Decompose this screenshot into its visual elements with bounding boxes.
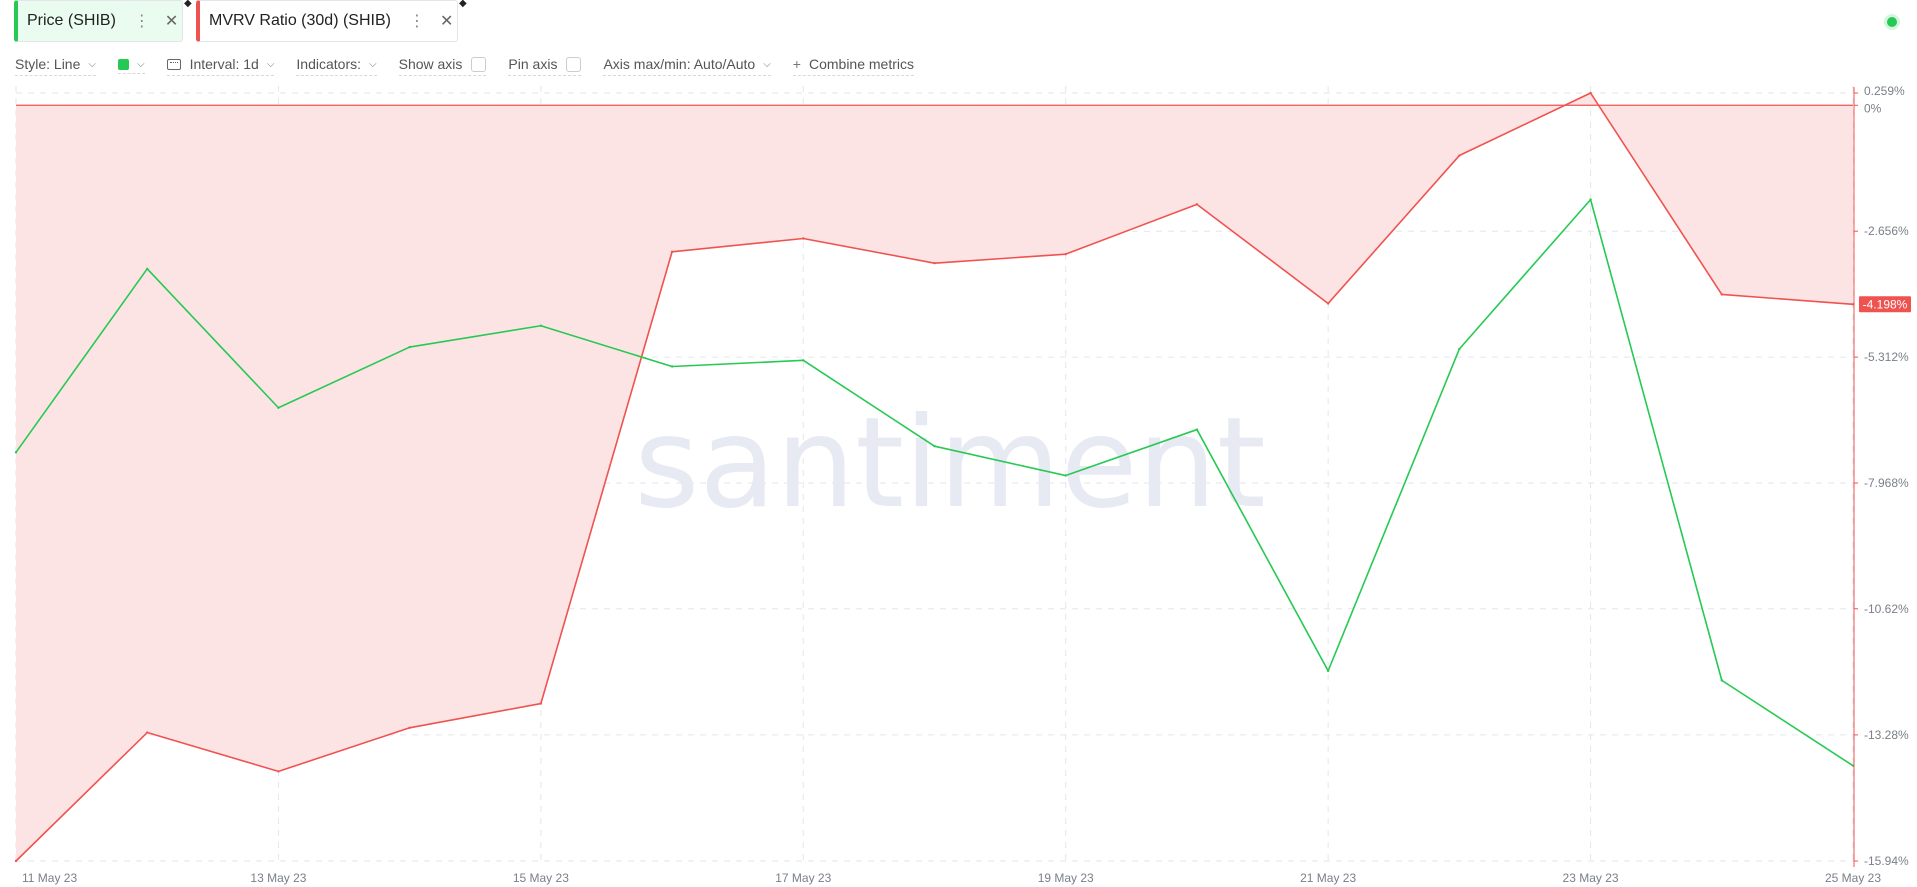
pin-axis-label: Pin axis bbox=[508, 56, 558, 72]
style-label: Style: Line bbox=[15, 56, 81, 72]
metric-tab-mvrv[interactable]: ◆ MVRV Ratio (30d) (SHIB) ⋮ ✕ bbox=[196, 0, 467, 42]
x-tick-label: 15 May 23 bbox=[513, 871, 569, 885]
data-point-1-2 bbox=[277, 406, 280, 409]
data-point-1-0 bbox=[14, 451, 18, 454]
data-point-1-4 bbox=[539, 324, 543, 327]
show-axis-checkbox[interactable] bbox=[471, 56, 487, 72]
data-point-1-7 bbox=[933, 444, 936, 448]
y-tick-label: -13.28% bbox=[1864, 728, 1909, 742]
data-point-0-13 bbox=[1720, 293, 1723, 296]
close-icon[interactable]: ✕ bbox=[439, 13, 454, 30]
drag-handle-icon[interactable]: ◆ bbox=[459, 0, 467, 9]
axis-minmax-dropdown[interactable]: Axis max/min: Auto/Auto ⌵ bbox=[603, 56, 771, 76]
data-point-1-12 bbox=[1589, 198, 1592, 201]
data-point-1-9 bbox=[1195, 428, 1199, 431]
chevron-down-icon: ⌵ bbox=[369, 58, 377, 70]
series-lines bbox=[14, 91, 1855, 863]
indicators-label: Indicators: bbox=[296, 56, 362, 72]
y-tick-label: -15.94% bbox=[1864, 854, 1909, 868]
metric-label: Price (SHIB) bbox=[27, 12, 116, 29]
x-tick-label: 17 May 23 bbox=[775, 871, 831, 885]
current-value-label: -4.198% bbox=[1863, 297, 1908, 311]
chevron-down-icon: ⌵ bbox=[136, 58, 145, 70]
data-point-0-11 bbox=[1458, 154, 1461, 157]
data-point-1-3 bbox=[408, 345, 411, 349]
style-dropdown[interactable]: Style: Line ⌵ bbox=[15, 56, 96, 76]
x-tick-label: 25 May 23 bbox=[1825, 871, 1881, 885]
data-point-0-1 bbox=[146, 731, 149, 734]
x-tick-label: 21 May 23 bbox=[1300, 871, 1356, 885]
combine-metrics-button[interactable]: + Combine metrics bbox=[792, 56, 914, 76]
mvrv-area-fill bbox=[16, 93, 1853, 861]
y-tick-label: 0.259% bbox=[1864, 86, 1905, 98]
pin-axis-toggle[interactable]: Pin axis bbox=[508, 56, 582, 76]
more-options-icon[interactable]: ⋮ bbox=[133, 13, 150, 30]
chevron-down-icon: ⌵ bbox=[88, 58, 96, 70]
data-point-1-6 bbox=[802, 359, 805, 362]
axis-minmax-label: Axis max/min: Auto/Auto bbox=[603, 56, 756, 72]
chart-toolbar: Style: Line ⌵ ⌵ Interval: 1d ⌵ Indicator… bbox=[15, 55, 936, 77]
y-tick-label: -7.968% bbox=[1864, 476, 1909, 490]
indicators-dropdown[interactable]: Indicators: ⌵ bbox=[296, 56, 377, 76]
close-icon[interactable]: ✕ bbox=[164, 13, 179, 30]
interval-label: Interval: 1d bbox=[189, 56, 259, 72]
data-point-1-1 bbox=[146, 267, 149, 271]
y-tick-label: -10.62% bbox=[1864, 602, 1909, 616]
combine-metrics-label: Combine metrics bbox=[808, 56, 914, 72]
more-options-icon[interactable]: ⋮ bbox=[408, 13, 425, 30]
show-axis-toggle[interactable]: Show axis bbox=[398, 56, 487, 76]
color-swatch-icon bbox=[117, 58, 129, 70]
data-point-0-4 bbox=[539, 702, 543, 705]
drag-handle-icon[interactable]: ◆ bbox=[184, 0, 192, 9]
data-point-0-5 bbox=[670, 250, 674, 253]
current-value-badge bbox=[1859, 296, 1911, 313]
chevron-down-icon: ⌵ bbox=[266, 58, 275, 70]
y-tick-label: -5.312% bbox=[1864, 350, 1909, 364]
data-point-0-7 bbox=[933, 261, 936, 265]
live-status-icon bbox=[1887, 17, 1897, 27]
data-point-1-13 bbox=[1720, 679, 1723, 682]
area-fill bbox=[16, 93, 1853, 861]
chart-canvas[interactable]: santiment 0.259% 0% -2.656% -5.312% -7.968% -… bbox=[0, 86, 1917, 887]
data-point-0-10 bbox=[1326, 302, 1330, 305]
data-point-0-9 bbox=[1195, 203, 1199, 206]
pin-axis-checkbox[interactable] bbox=[566, 56, 582, 72]
data-point-0-2 bbox=[277, 770, 280, 773]
data-point-0-3 bbox=[408, 726, 411, 729]
data-point-0-0 bbox=[14, 859, 18, 863]
data-point-0-8 bbox=[1064, 252, 1067, 256]
data-point-0-12 bbox=[1589, 91, 1592, 95]
watermark: santiment bbox=[634, 391, 1266, 536]
chevron-down-icon: ⌵ bbox=[763, 58, 771, 70]
y-tick-label: 0% bbox=[1864, 101, 1882, 115]
x-tick-label: 11 May 23 bbox=[22, 871, 77, 885]
color-dropdown[interactable]: ⌵ bbox=[117, 58, 145, 74]
data-point-0-6 bbox=[802, 237, 805, 240]
data-point-1-5 bbox=[670, 365, 674, 368]
data-point-1-8 bbox=[1064, 474, 1067, 477]
interval-dropdown[interactable]: Interval: 1d ⌵ bbox=[166, 56, 275, 76]
x-tick-label: 23 May 23 bbox=[1563, 871, 1619, 885]
calendar-icon bbox=[166, 58, 181, 70]
data-point-1-10 bbox=[1326, 669, 1330, 673]
data-point-1-11 bbox=[1458, 347, 1461, 351]
show-axis-label: Show axis bbox=[398, 56, 463, 72]
x-tick-label: 19 May 23 bbox=[1038, 871, 1094, 885]
x-tick-label: 13 May 23 bbox=[250, 871, 306, 885]
y-tick-label: -2.656% bbox=[1864, 224, 1909, 238]
plus-icon: + bbox=[792, 56, 801, 72]
metric-tab-price[interactable]: ◆ Price (SHIB) ⋮ ✕ bbox=[14, 0, 192, 42]
metric-label: MVRV Ratio (30d) (SHIB) bbox=[209, 12, 391, 29]
axes: 0.259% 0% -2.656% -5.312% -7.968% -10.62% -13.… bbox=[22, 86, 1911, 885]
